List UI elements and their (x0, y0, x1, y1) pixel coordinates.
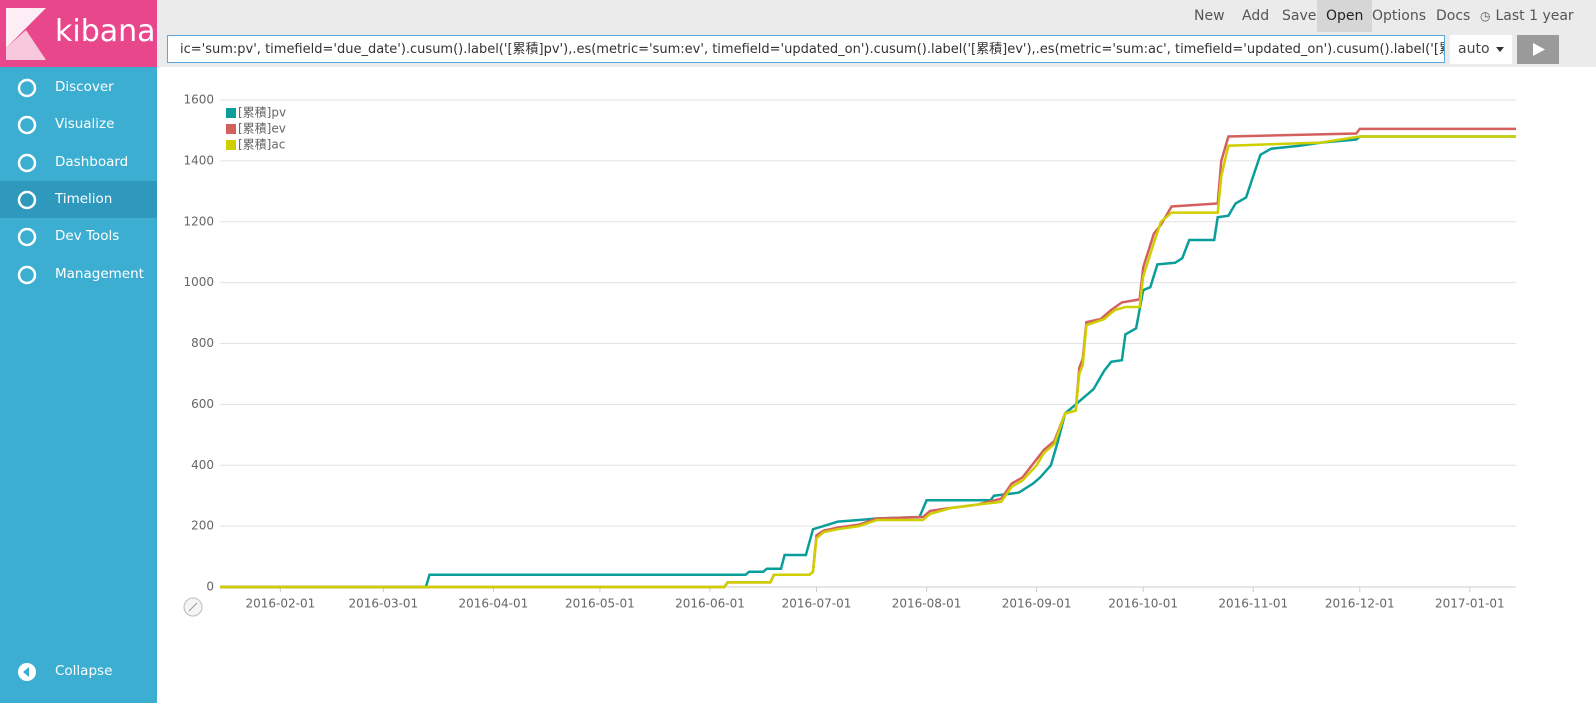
nav-icon (17, 265, 37, 284)
y-tick-label: 600 (191, 397, 214, 411)
nav-item[interactable]: Dashboard (0, 144, 157, 181)
x-tick-label: 2016-08-01 (892, 597, 962, 611)
x-tick-label: 2016-03-01 (348, 597, 418, 611)
expression-input[interactable]: ic='sum:pv', timefield='due_date').cusum… (167, 35, 1445, 63)
run-button[interactable] (1517, 35, 1559, 64)
nav-label: Management (55, 265, 144, 282)
collapse-icon (18, 663, 36, 681)
zoom-reset-icon (188, 602, 198, 612)
sidebar: kibana Discover Visualize Dashboard Timelio… (0, 0, 157, 703)
menu-item[interactable]: New (1194, 8, 1225, 24)
nav-icon-shape (17, 78, 37, 98)
x-tick-label: 2016-07-01 (782, 597, 852, 611)
collapse-label: Collapse (55, 663, 113, 679)
nav-icon (17, 190, 37, 210)
nav-label: Visualize (55, 116, 115, 133)
time-picker[interactable]: ◷ Last 1 year (1471, 0, 1583, 32)
nav-icon (17, 153, 37, 172)
nav-label: Discover (55, 79, 114, 95)
legend-swatch (226, 140, 236, 150)
x-tick-label: 2016-05-01 (565, 597, 635, 611)
menu-item[interactable]: Options (1372, 8, 1427, 24)
y-tick-label: 1600 (183, 93, 214, 107)
x-tick-label: 2016-06-01 (675, 597, 745, 611)
menu-item[interactable]: Docs (1436, 8, 1471, 24)
y-tick-label: 800 (191, 336, 214, 350)
y-tick-label: 1200 (183, 214, 214, 228)
interval-value: auto (1458, 41, 1490, 57)
menu-item[interactable]: Save (1282, 8, 1317, 24)
legend-swatch (226, 124, 236, 134)
nav-item[interactable]: Timelion (0, 180, 157, 218)
legend-swatch (226, 108, 236, 118)
menu-item[interactable]: Add (1242, 8, 1270, 24)
nav-icon-shape (17, 116, 37, 135)
logo: kibana (0, 0, 157, 67)
x-tick-label: 2016-12-01 (1325, 597, 1395, 611)
collapse[interactable]: Collapse (0, 653, 157, 690)
interval-select[interactable]: auto (1450, 35, 1512, 64)
nav-item[interactable]: Dev Tools (0, 218, 157, 255)
nav-label: Dev Tools (55, 228, 120, 245)
x-tick-label: 2016-04-01 (459, 597, 529, 611)
nav-item[interactable]: Management (0, 256, 157, 293)
menu-item[interactable]: Open (1317, 0, 1373, 32)
play-icon (1533, 43, 1545, 56)
chart: 0 200 400 600 800 1000 1200 1400 1600 2016-02-01 2… (183, 93, 1516, 617)
caret (1496, 47, 1504, 52)
header: New Add Save Open Options Docs ◷ Last 1 year ic… (157, 0, 1596, 67)
nav-icon-shape (17, 227, 37, 247)
x-tick-label: 2016-11-01 (1218, 597, 1288, 611)
nav-icon (17, 116, 37, 135)
nav-item[interactable]: Discover (0, 69, 157, 106)
nav-icon-shape (17, 153, 37, 172)
nav-icon-shape (17, 265, 37, 284)
nav-label: Dashboard (55, 153, 129, 170)
series-line (220, 135, 1516, 589)
y-tick-label: 400 (191, 458, 214, 472)
nav-icon (17, 78, 37, 98)
legend-label: [累積]ac (238, 137, 285, 152)
clock-icon: ◷ (1480, 9, 1491, 23)
y-tick-label: 0 (206, 580, 214, 594)
legend-label: [累積]ev (238, 121, 286, 136)
nav-label: Timelion (55, 190, 113, 207)
y-tick-label: 1400 (183, 153, 214, 167)
nav-item[interactable]: Visualize (0, 106, 157, 143)
logo-mark (6, 8, 46, 60)
x-tick-label: 2016-09-01 (1002, 597, 1072, 611)
time-label: Last 1 year (1495, 8, 1574, 24)
series-line (220, 135, 1516, 589)
x-tick-label: 2017-01-01 (1435, 597, 1505, 611)
logo-text: kibana (55, 14, 156, 49)
nav-icon-shape (17, 190, 37, 210)
legend-label: [累積]pv (238, 105, 286, 120)
y-tick-label: 200 (191, 519, 214, 533)
nav-icon (17, 227, 37, 247)
x-tick-label: 2016-10-01 (1108, 597, 1178, 611)
x-tick-label: 2016-02-01 (245, 597, 315, 611)
y-tick-label: 1000 (183, 275, 214, 289)
